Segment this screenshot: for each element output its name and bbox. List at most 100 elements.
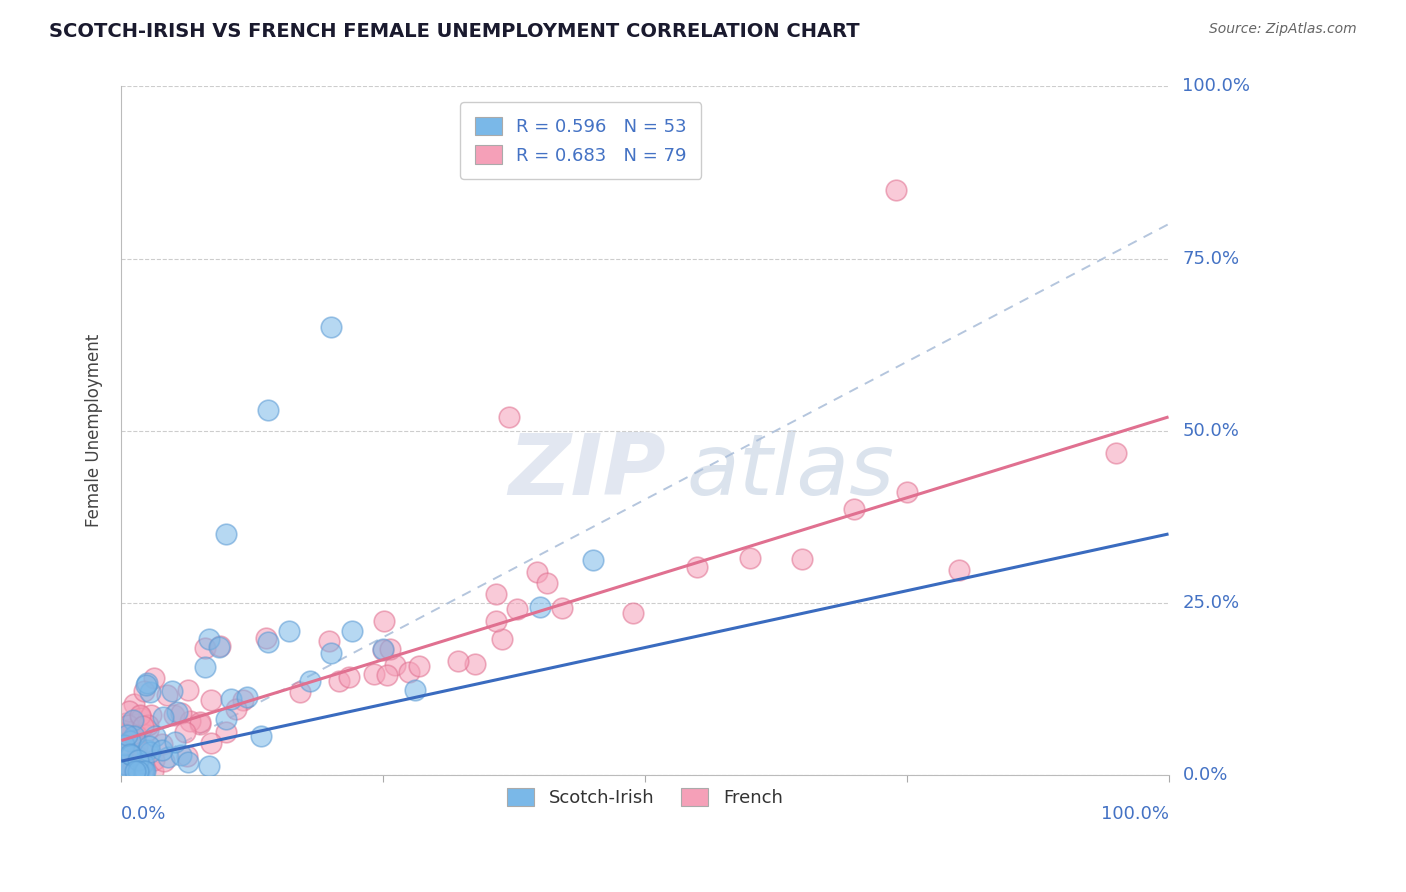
Point [131,745,153,759]
Point [884,183,907,197]
Text: SCOTCH-IRISH VS FRENCH FEMALE UNEMPLOYMENT CORRELATION CHART: SCOTCH-IRISH VS FRENCH FEMALE UNEMPLOYME… [49,22,860,41]
Point [738,550,761,565]
Point [844,502,866,516]
Point [120,764,142,779]
Point [179,714,201,728]
Point [114,764,136,779]
Point [114,757,136,772]
Point [1105,446,1128,460]
Point [215,725,238,739]
Point [131,764,153,779]
Point [152,710,174,724]
Point [225,702,247,716]
Point [122,764,145,779]
Point [114,726,136,740]
Point [404,683,426,698]
Point [142,671,165,685]
Point [485,587,508,601]
Point [132,756,155,770]
Point [163,734,186,748]
Point [398,665,420,680]
Point [138,685,160,699]
Point [129,709,152,723]
Point [114,764,136,779]
Point [257,635,280,649]
Point [121,714,143,728]
Point [153,754,176,768]
Point [125,728,148,742]
Point [125,739,148,754]
Point [150,742,173,756]
Point [464,657,486,672]
Point [447,654,470,668]
Point [177,682,200,697]
Point [132,764,155,779]
Point [896,485,918,500]
Point [135,675,157,690]
Point [373,642,395,657]
Point [298,673,321,688]
Point [208,640,231,654]
Point [135,742,157,756]
Text: 0.0%: 0.0% [1182,766,1227,784]
Point [526,565,548,579]
Point [117,718,139,732]
Point [128,764,150,779]
Point [134,764,156,779]
Point [340,624,363,638]
Point [118,704,141,718]
Point [157,750,180,764]
Point [114,727,136,741]
Point [198,759,221,773]
Point [176,749,198,764]
Text: 0.0%: 0.0% [121,805,167,823]
Point [134,684,156,698]
Point [686,559,709,574]
Point [127,764,149,779]
Point [337,670,360,684]
Y-axis label: Female Unemployment: Female Unemployment [86,334,103,527]
Point [142,753,165,767]
Point [200,693,222,707]
Point [115,715,138,730]
Point [319,646,342,660]
Point [232,693,254,707]
Point [124,764,146,779]
Point [194,641,217,656]
Point [125,749,148,764]
Point [529,600,551,615]
Text: 100.0%: 100.0% [1182,78,1250,95]
Point [505,602,527,616]
Point [408,658,430,673]
Legend: Scotch-Irish, French: Scotch-Irish, French [501,780,790,814]
Point [328,674,350,689]
Point [160,684,183,698]
Point [132,719,155,733]
Point [177,755,200,769]
Point [120,764,142,779]
Point [136,723,159,738]
Point [127,753,149,767]
Point [150,737,173,751]
Point [215,712,238,726]
Point [143,730,166,744]
Point [219,691,242,706]
Point [790,551,813,566]
Point [215,527,238,541]
Point [236,690,259,704]
Point [254,631,277,645]
Point [948,563,970,577]
Point [124,723,146,737]
Point [129,711,152,725]
Text: 25.0%: 25.0% [1182,594,1240,612]
Point [485,614,508,628]
Point [194,660,217,674]
Point [138,739,160,753]
Point [139,746,162,760]
Text: 50.0%: 50.0% [1182,422,1239,440]
Point [141,708,163,723]
Point [375,668,398,682]
Point [166,705,188,719]
Point [115,728,138,742]
Point [277,624,299,638]
